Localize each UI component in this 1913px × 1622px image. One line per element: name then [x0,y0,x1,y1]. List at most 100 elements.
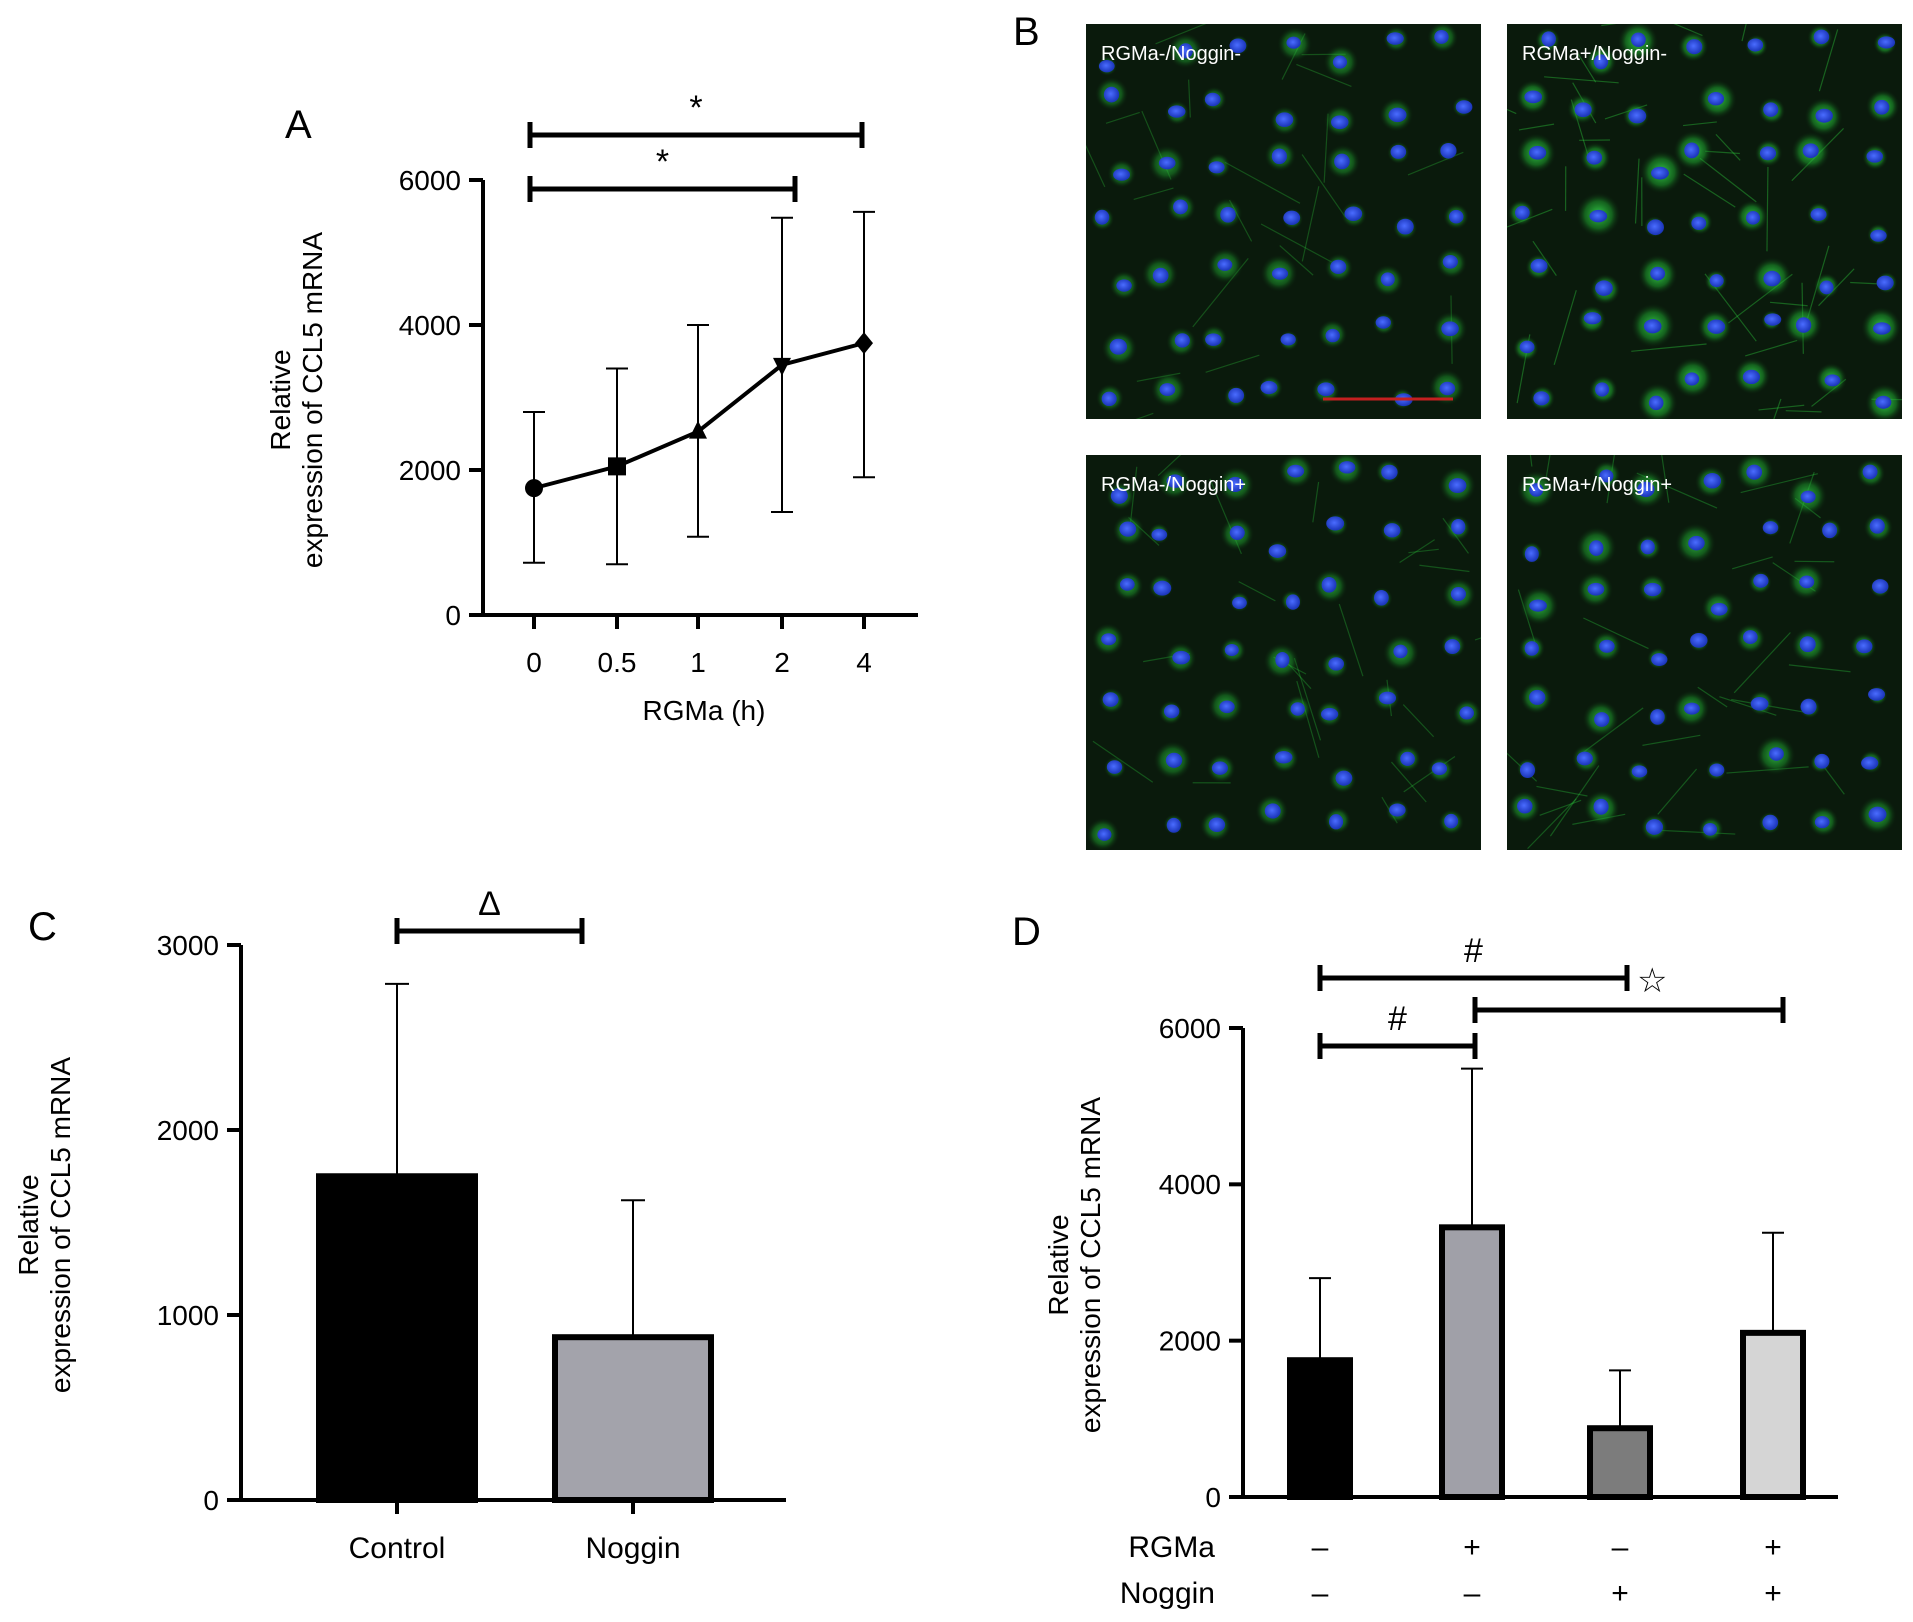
cell-nucleus [1684,142,1700,159]
cell-nucleus [1286,36,1301,49]
cell-nucleus [1707,319,1726,334]
cell-nucleus [1753,573,1769,588]
cell-nucleus [1595,280,1613,296]
cell-nucleus [1166,474,1184,488]
micrograph-grid: RGMa-/Noggin- RGMa+/Noggin- RGMa-/Noggin+ R… [1086,24,1902,850]
cell-nucleus [1158,156,1176,170]
cell-nucleus [1119,521,1137,537]
cell-nucleus [1159,383,1176,397]
cell-nucleus [1334,153,1350,170]
y-tick-label: 2000 [399,455,461,486]
cell-nucleus [1813,29,1830,45]
cell-nucleus [1153,580,1172,596]
cell-fiber [1788,664,1851,673]
condition-sign: + [1611,1577,1629,1610]
cell-fiber [1699,157,1757,203]
cell-nucleus [1643,582,1662,597]
cell-nucleus [1260,380,1278,395]
cell-fiber [1133,187,1174,201]
x-tick-label: 1 [690,647,706,678]
cell-nucleus [1690,632,1708,648]
cell-nucleus [1178,43,1193,59]
cell-nucleus [1691,216,1707,230]
cell-nucleus [1814,753,1830,769]
significance-symbol: # [1388,1000,1407,1038]
cell-fiber [1682,121,1717,127]
cell-fiber [1391,761,1427,803]
cell-nucleus [1383,523,1401,538]
cell-nucleus [1599,639,1615,653]
cell-nucleus [1321,576,1337,593]
condition-sign: + [1764,1577,1782,1610]
cell-fiber [1301,154,1347,218]
cell-fiber [1544,76,1619,84]
cell-fiber [1536,785,1588,797]
cell-fiber [1296,680,1320,758]
cell-nucleus [1810,208,1827,221]
micrograph-label: RGMa-/Noggin- [1101,43,1241,65]
y-tick-label: 4000 [1159,1169,1221,1200]
cell-nucleus [1799,575,1815,589]
chart-a-time-course: 0 2000 4000 6000 0 0.5 1 2 4 RGMa (h) Relativeexpr… [265,89,918,726]
cell-fiber [1661,455,1670,503]
cell-nucleus [1373,589,1389,606]
chart-c-noggin-bars: 0 1000 2000 3000 Relativeexpression of CCL5 … [13,885,786,1565]
cell-nucleus [1390,144,1407,159]
cell-nucleus [1097,828,1112,841]
cell-nucleus [1795,317,1812,333]
cell-nucleus [1686,39,1703,55]
cell-nucleus [1450,587,1466,602]
cell-nucleus [1113,168,1131,181]
bar [1587,1425,1653,1501]
cell-fiber [1697,686,1728,708]
data-point [689,420,707,439]
cell-nucleus [1388,107,1407,123]
cell-nucleus [1332,55,1348,69]
condition-sign: + [1463,1531,1481,1564]
micrograph-tile: RGMa+/Noggin+ [1507,455,1902,850]
cell-nucleus [1396,218,1414,235]
cell-nucleus [1876,275,1894,291]
cell-nucleus [1587,582,1605,596]
condition-sign: – [1312,1531,1329,1564]
cell-nucleus [1224,643,1239,657]
micrograph-tile: RGMa+/Noggin- [1507,24,1902,419]
cell-fiber [1399,539,1435,564]
cell-fiber [1527,798,1577,850]
cell-fiber [1785,410,1822,413]
cell-nucleus [1442,254,1458,269]
condition-row-label: Noggin [1120,1577,1215,1610]
cell-nucleus [1866,150,1883,163]
panel-letter-a: A [285,103,312,147]
cell-nucleus [1380,272,1395,287]
cell-nucleus [1152,267,1169,284]
y-tick-label: 0 [445,600,461,631]
cell-nucleus [1290,702,1305,716]
cell-nucleus [1094,209,1110,225]
micrograph-label: RGMa-/Noggin+ [1101,474,1246,496]
cell-nucleus [1747,38,1764,52]
cell-nucleus [1868,688,1886,701]
cell-nucleus [1217,258,1233,271]
cell-nucleus [1519,762,1536,779]
cell-nucleus [1802,143,1819,159]
y-tick-label: 3000 [157,930,219,961]
cell-nucleus [1515,205,1530,220]
micrograph-label: RGMa+/Noggin- [1522,43,1667,65]
cell-nucleus [1271,267,1289,280]
cell-fiber [1419,564,1470,573]
cell-nucleus [1228,387,1245,403]
y-axis-label: Relativeexpression of CCL5 mRNA [265,232,328,568]
cell-nucleus [1116,279,1132,292]
cell-nucleus [1814,816,1830,829]
cell-nucleus [1631,765,1648,778]
cell-nucleus [1759,146,1777,161]
cell-nucleus [1599,469,1614,483]
significance-symbol: Δ [478,885,501,923]
cell-nucleus [1869,518,1885,534]
cell-fiber [1518,123,1555,131]
x-tick-label: Noggin [585,1532,680,1565]
cell-nucleus [1746,211,1761,225]
cell-nucleus [1329,814,1344,830]
micrograph-label: RGMa+/Noggin+ [1522,474,1672,496]
